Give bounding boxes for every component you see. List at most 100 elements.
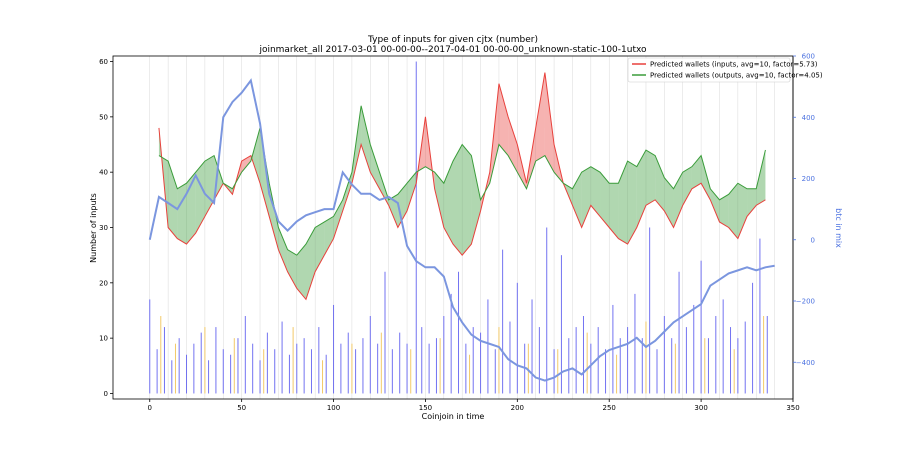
- bar: [369, 316, 371, 394]
- bar: [303, 338, 305, 394]
- y2-tick-label: 400: [802, 114, 815, 122]
- bars-layer: [149, 61, 768, 394]
- bar: [406, 343, 408, 394]
- fill-between: [324, 216, 334, 256]
- bar: [318, 327, 320, 394]
- y2-tick-label: 600: [802, 53, 815, 61]
- fill-between: [636, 150, 646, 228]
- lines-layer: [148, 72, 775, 382]
- bar: [384, 271, 386, 394]
- bar: [634, 293, 636, 394]
- chart-title: Type of inputs for given cjtx (number): [367, 35, 538, 45]
- y-tick-label: 20: [99, 279, 108, 287]
- bar: [597, 327, 599, 394]
- bar: [274, 349, 276, 394]
- fill-between: [407, 172, 417, 211]
- bar: [333, 304, 335, 394]
- fill-between: [737, 183, 748, 239]
- fill-between: [361, 105, 371, 173]
- fill-between: [701, 155, 711, 200]
- fill-between: [682, 166, 692, 206]
- bar: [641, 338, 643, 394]
- fill-between: [627, 161, 637, 245]
- y-axis-label: Number of inputs: [89, 193, 98, 263]
- x-axis: 0 50 100 150 200 250 300 350: [148, 399, 800, 412]
- legend-box: [627, 57, 791, 83]
- bar: [737, 338, 739, 394]
- bar: [582, 316, 584, 394]
- bar: [568, 338, 570, 394]
- bar: [671, 338, 673, 394]
- bar: [766, 316, 768, 394]
- bar: [759, 238, 761, 394]
- bar: [763, 316, 765, 394]
- fill-between: [544, 72, 555, 173]
- y2-tick-label: 0: [811, 236, 815, 244]
- bar: [399, 332, 401, 394]
- fill-between: [590, 166, 601, 217]
- x-tick-label: 300: [694, 404, 707, 412]
- y-tick-label: 50: [99, 113, 108, 121]
- bar: [704, 338, 706, 394]
- fill-between: [508, 116, 518, 173]
- bar: [480, 332, 482, 394]
- y2-tick-label: −400: [796, 359, 815, 367]
- fill-between: [333, 199, 343, 239]
- y-axis: 0 10 20 30 40 50 60: [99, 58, 113, 398]
- bar: [685, 327, 687, 394]
- bar: [605, 349, 607, 394]
- y-tick-label: 60: [99, 58, 108, 66]
- bar: [458, 271, 460, 394]
- y2-tick-label: 200: [802, 175, 815, 183]
- legend-label-inputs: Predicted wallets (inputs, avg=10, facto…: [650, 61, 818, 69]
- legend: Predicted wallets (inputs, avg=10, facto…: [627, 57, 823, 83]
- fill-between: [443, 161, 453, 245]
- fill-between: [370, 144, 380, 189]
- bar: [465, 343, 467, 394]
- fill-between: [498, 83, 509, 156]
- fill-between: [581, 166, 591, 228]
- bar: [656, 349, 658, 394]
- bar: [377, 343, 379, 394]
- bar: [722, 299, 724, 394]
- x-tick-label: 100: [327, 404, 340, 412]
- bar: [415, 61, 417, 394]
- bar: [619, 338, 621, 394]
- bar: [156, 349, 158, 394]
- bar: [351, 343, 353, 394]
- bar: [553, 349, 555, 394]
- x-tick-label: 0: [148, 404, 152, 412]
- bar: [310, 349, 312, 394]
- bar: [160, 316, 162, 394]
- fill-between: [168, 161, 178, 239]
- x-tick-label: 250: [603, 404, 616, 412]
- bar: [663, 316, 665, 394]
- bar: [700, 260, 702, 394]
- fill-between: [655, 155, 665, 211]
- bar: [472, 327, 474, 394]
- bar: [174, 343, 176, 394]
- bar: [244, 316, 246, 394]
- y-tick-label: 0: [104, 390, 108, 398]
- fill-between: [756, 150, 766, 206]
- bar: [204, 327, 206, 394]
- fill-between: [673, 172, 683, 228]
- bar: [531, 299, 533, 394]
- bar: [744, 321, 746, 394]
- bar: [421, 327, 423, 394]
- bar: [178, 338, 180, 394]
- bar: [494, 349, 496, 394]
- bar: [340, 343, 342, 394]
- y2-axis: −400 −200 0 200 400 600: [793, 53, 815, 367]
- fill-between: [250, 127, 261, 184]
- bar: [693, 304, 695, 394]
- bar: [230, 354, 232, 394]
- y2-tick-label: −200: [796, 298, 815, 306]
- bar: [527, 343, 529, 394]
- bar: [215, 327, 217, 394]
- bar: [498, 327, 500, 394]
- fill-between: [296, 244, 306, 300]
- y-tick-label: 10: [99, 335, 108, 343]
- bar: [391, 349, 393, 394]
